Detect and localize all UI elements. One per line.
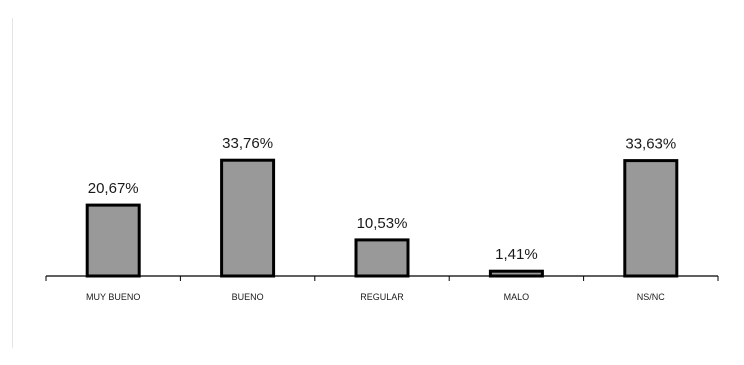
- category-label: REGULAR: [360, 292, 404, 302]
- data-label: 10,53%: [357, 215, 408, 232]
- category-label: BUENO: [232, 292, 264, 302]
- x-tick-marks-layer: [45, 276, 719, 281]
- data-labels-layer: 20,67% 33,76% 10,53% 1,41% 33,63%: [88, 135, 676, 263]
- frame-border: [12, 18, 13, 348]
- data-label: 33,76%: [222, 135, 273, 152]
- bar-muy-bueno: [85, 203, 141, 278]
- bar-malo: [488, 269, 544, 278]
- category-label: NS/NC: [637, 292, 666, 302]
- data-label: 33,63%: [625, 136, 676, 153]
- bars-layer: [85, 158, 679, 278]
- category-label: MALO: [504, 292, 530, 302]
- data-label: 1,41%: [495, 246, 538, 263]
- bar-bueno: [220, 158, 276, 278]
- category-labels-layer: MUY BUENO BUENO REGULAR MALO NS/NC: [86, 292, 665, 302]
- category-label: MUY BUENO: [86, 292, 140, 302]
- bar-ns-nc: [623, 159, 679, 278]
- data-label: 20,67%: [88, 180, 139, 197]
- bar-regular: [354, 238, 410, 278]
